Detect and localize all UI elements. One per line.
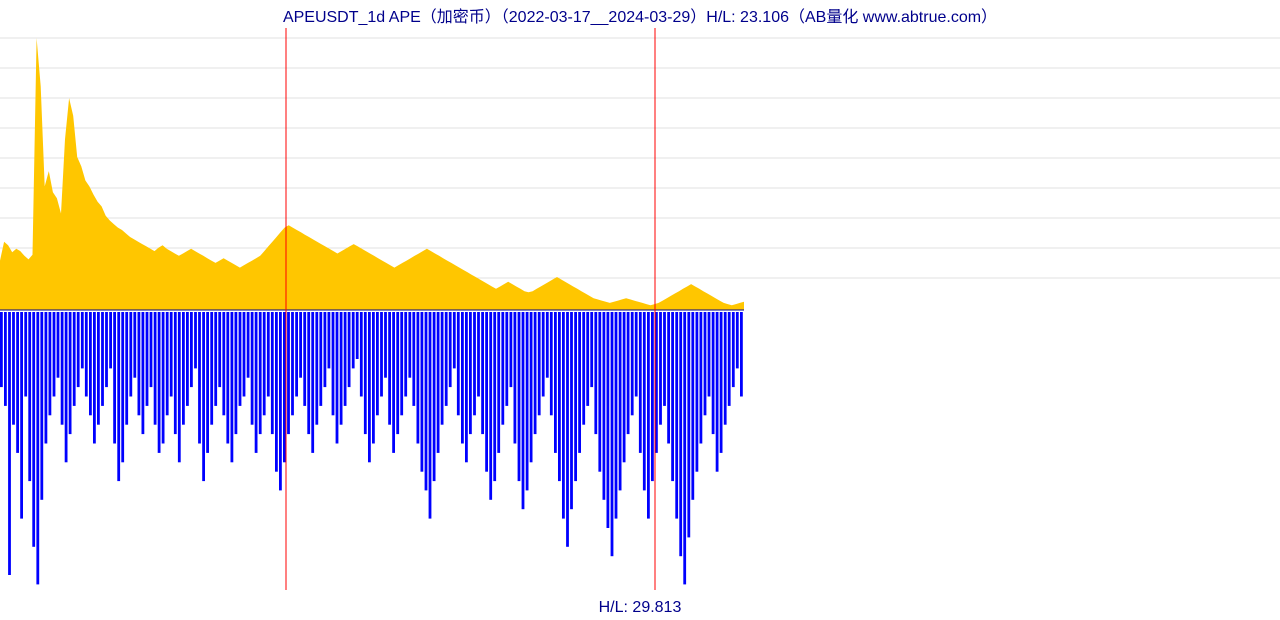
chart-footer: H/L: 29.813	[0, 599, 1280, 617]
chart-canvas	[0, 0, 1280, 620]
chart-title: APEUSDT_1d APE（加密币）（2022-03-17__2024-03-…	[0, 3, 1280, 27]
chart-container: APEUSDT_1d APE（加密币）（2022-03-17__2024-03-…	[0, 0, 1280, 620]
